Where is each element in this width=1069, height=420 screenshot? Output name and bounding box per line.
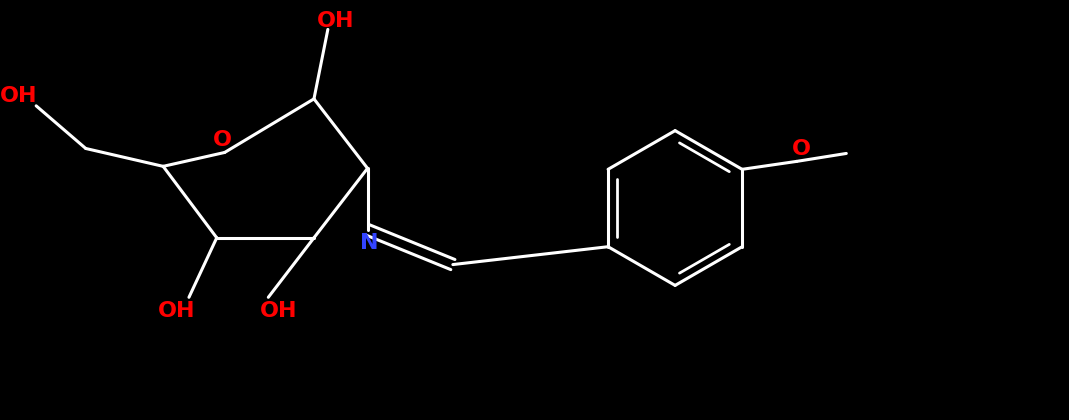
Text: OH: OH	[317, 11, 355, 32]
Text: N: N	[360, 233, 378, 253]
Text: OH: OH	[0, 86, 37, 106]
Text: O: O	[213, 129, 232, 150]
Text: O: O	[792, 139, 811, 160]
Text: OH: OH	[260, 301, 297, 321]
Text: OH: OH	[158, 301, 196, 321]
